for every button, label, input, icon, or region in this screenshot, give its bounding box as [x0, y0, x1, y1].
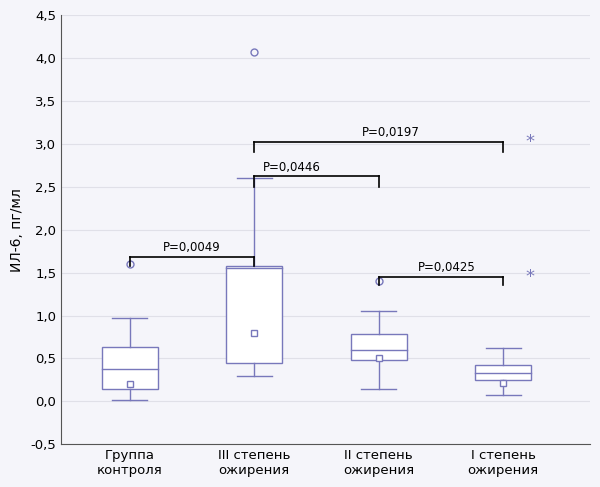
Bar	[226, 266, 282, 363]
Bar	[102, 347, 158, 389]
Text: *: *	[526, 133, 535, 151]
Text: P=0,0446: P=0,0446	[263, 161, 320, 174]
Text: P=0,0425: P=0,0425	[418, 261, 476, 274]
Text: P=0,0197: P=0,0197	[362, 126, 420, 139]
Text: P=0,0049: P=0,0049	[163, 242, 221, 255]
Y-axis label: ИЛ-6, пг/мл: ИЛ-6, пг/мл	[10, 187, 24, 272]
Bar	[350, 335, 407, 360]
Text: *: *	[526, 268, 535, 286]
Bar	[475, 365, 531, 380]
